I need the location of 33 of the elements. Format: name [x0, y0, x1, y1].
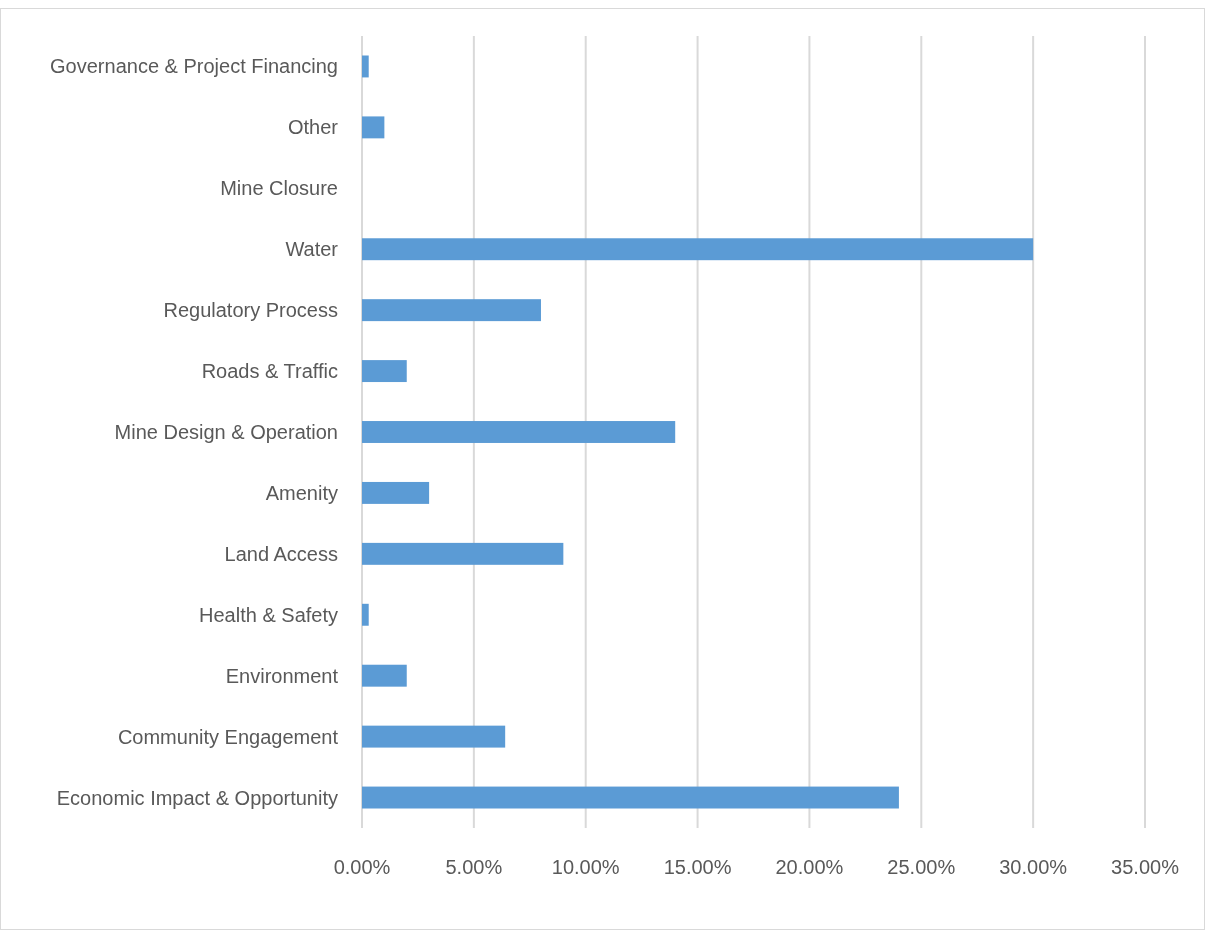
- y-tick-label: Regulatory Process: [163, 299, 338, 322]
- bar: [362, 725, 506, 748]
- bar: [362, 116, 385, 139]
- x-tick-label: 0.00%: [333, 856, 391, 878]
- y-tick-label: Mine Design & Operation: [114, 421, 338, 443]
- bar: [362, 299, 541, 322]
- y-tick-label: Governance & Project Financing: [50, 55, 338, 78]
- bar: [362, 542, 564, 565]
- y-tick-label: Environment: [225, 664, 339, 687]
- y-tick-label: Other: [287, 116, 339, 139]
- y-tick-label: Mine Closure: [220, 177, 338, 200]
- bar: [362, 360, 407, 383]
- bar: [362, 603, 369, 626]
- y-tick-label: Water: [285, 238, 339, 261]
- bar: [362, 481, 430, 504]
- y-tick-label: Land Access: [224, 542, 338, 565]
- bar: [362, 421, 676, 443]
- x-tick-label: 25.00%: [887, 856, 956, 878]
- x-tick-label: 5.00%: [445, 856, 503, 878]
- y-tick-label: Community Engagement: [117, 725, 339, 748]
- y-tick-label: Health & Safety: [199, 603, 338, 626]
- y-tick-label: Economic Impact & Opportunity: [56, 786, 338, 809]
- bar: [362, 55, 369, 78]
- bar: [362, 664, 407, 687]
- x-tick-label: 35.00%: [1111, 856, 1180, 878]
- x-tick-label: 30.00%: [999, 856, 1068, 878]
- x-tick-label: 15.00%: [663, 856, 732, 878]
- bar: [362, 786, 899, 809]
- bar: [362, 238, 1034, 261]
- y-tick-label: Roads & Traffic: [201, 360, 338, 383]
- y-tick-label: Amenity: [265, 481, 338, 504]
- x-tick-label: 10.00%: [551, 856, 620, 878]
- x-tick-label: 20.00%: [775, 856, 844, 878]
